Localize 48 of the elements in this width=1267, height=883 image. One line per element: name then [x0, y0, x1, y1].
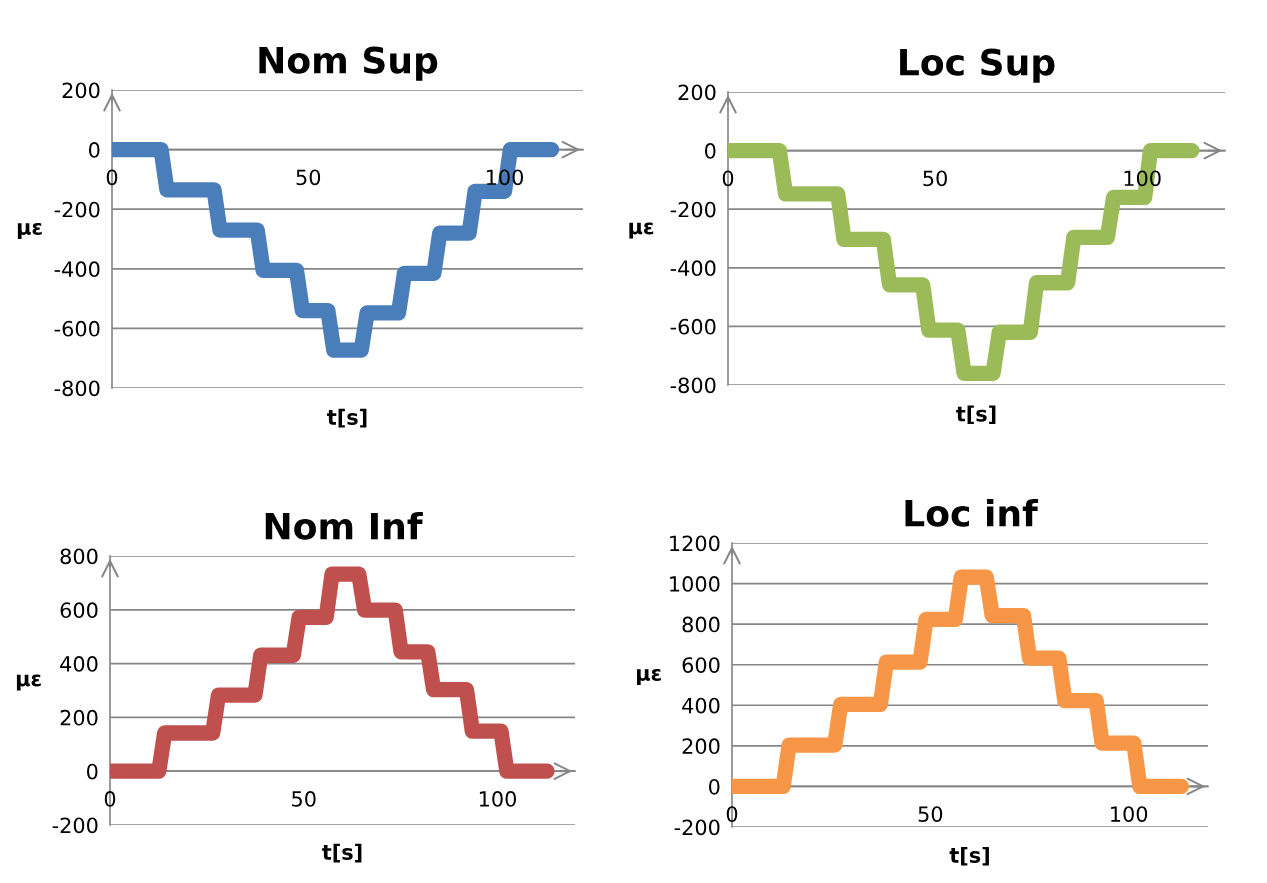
chart-title: Nom Inf	[265, 511, 423, 540]
x-tick-label: 0	[104, 791, 116, 807]
y-tick-label: -200	[54, 201, 100, 218]
x-tick-label: 0	[726, 806, 738, 822]
y-tick-label: 400	[60, 656, 98, 672]
y-tick-label: 200	[62, 82, 100, 99]
x-axis-title: t[s]	[322, 843, 362, 863]
y-tick-label: 0	[705, 143, 716, 159]
x-tick-label: 100	[1111, 806, 1148, 822]
y-tick-label: 1000	[670, 576, 720, 592]
y-tick-label: 0	[87, 763, 98, 780]
y-tick-label: -400	[54, 261, 100, 278]
chart-title: Loc inf	[905, 498, 1039, 527]
x-tick-label: 50	[923, 170, 947, 187]
y-tick-label: -200	[52, 817, 98, 834]
y-tick-label: -400	[670, 260, 716, 277]
x-tick-label: 0	[106, 169, 118, 186]
y-tick-label: 0	[89, 142, 100, 158]
y-tick-label: 600	[60, 602, 98, 619]
y-tick-label: -800	[670, 377, 716, 394]
y-tick-label: 800	[60, 548, 98, 565]
y-axis-title: με	[629, 222, 654, 239]
x-tick-label: 100	[479, 791, 516, 807]
x-axis-title: t[s]	[327, 408, 367, 428]
x-axis-title: t[s]	[949, 846, 989, 866]
y-tick-label: 0	[709, 778, 720, 795]
y-tick-label: -800	[54, 380, 100, 397]
x-tick-label: 50	[918, 806, 943, 822]
y-axis-title: με	[17, 222, 42, 239]
chart-title: Nom Sup	[259, 46, 438, 81]
y-tick-label: 200	[60, 709, 98, 726]
x-axis-title: t[s]	[956, 405, 996, 425]
x-tick-label: 50	[292, 791, 316, 807]
y-tick-label: 1200	[670, 535, 720, 552]
y-tick-label: -600	[54, 320, 100, 337]
y-axis-title: με	[16, 674, 41, 691]
chart-title: Loc Sup	[900, 48, 1055, 83]
y-tick-label: 200	[678, 84, 716, 101]
x-tick-label: 0	[722, 170, 734, 187]
y-tick-label: -600	[670, 318, 716, 335]
y-tick-label: 200	[682, 738, 720, 755]
y-tick-label: 400	[682, 697, 720, 714]
y-tick-label: 600	[682, 657, 720, 673]
x-tick-label: 50	[296, 169, 321, 186]
y-tick-label: 800	[682, 616, 720, 633]
y-tick-label: -200	[670, 201, 716, 218]
y-axis-title: με	[637, 668, 661, 685]
y-tick-label: -200	[674, 819, 720, 836]
